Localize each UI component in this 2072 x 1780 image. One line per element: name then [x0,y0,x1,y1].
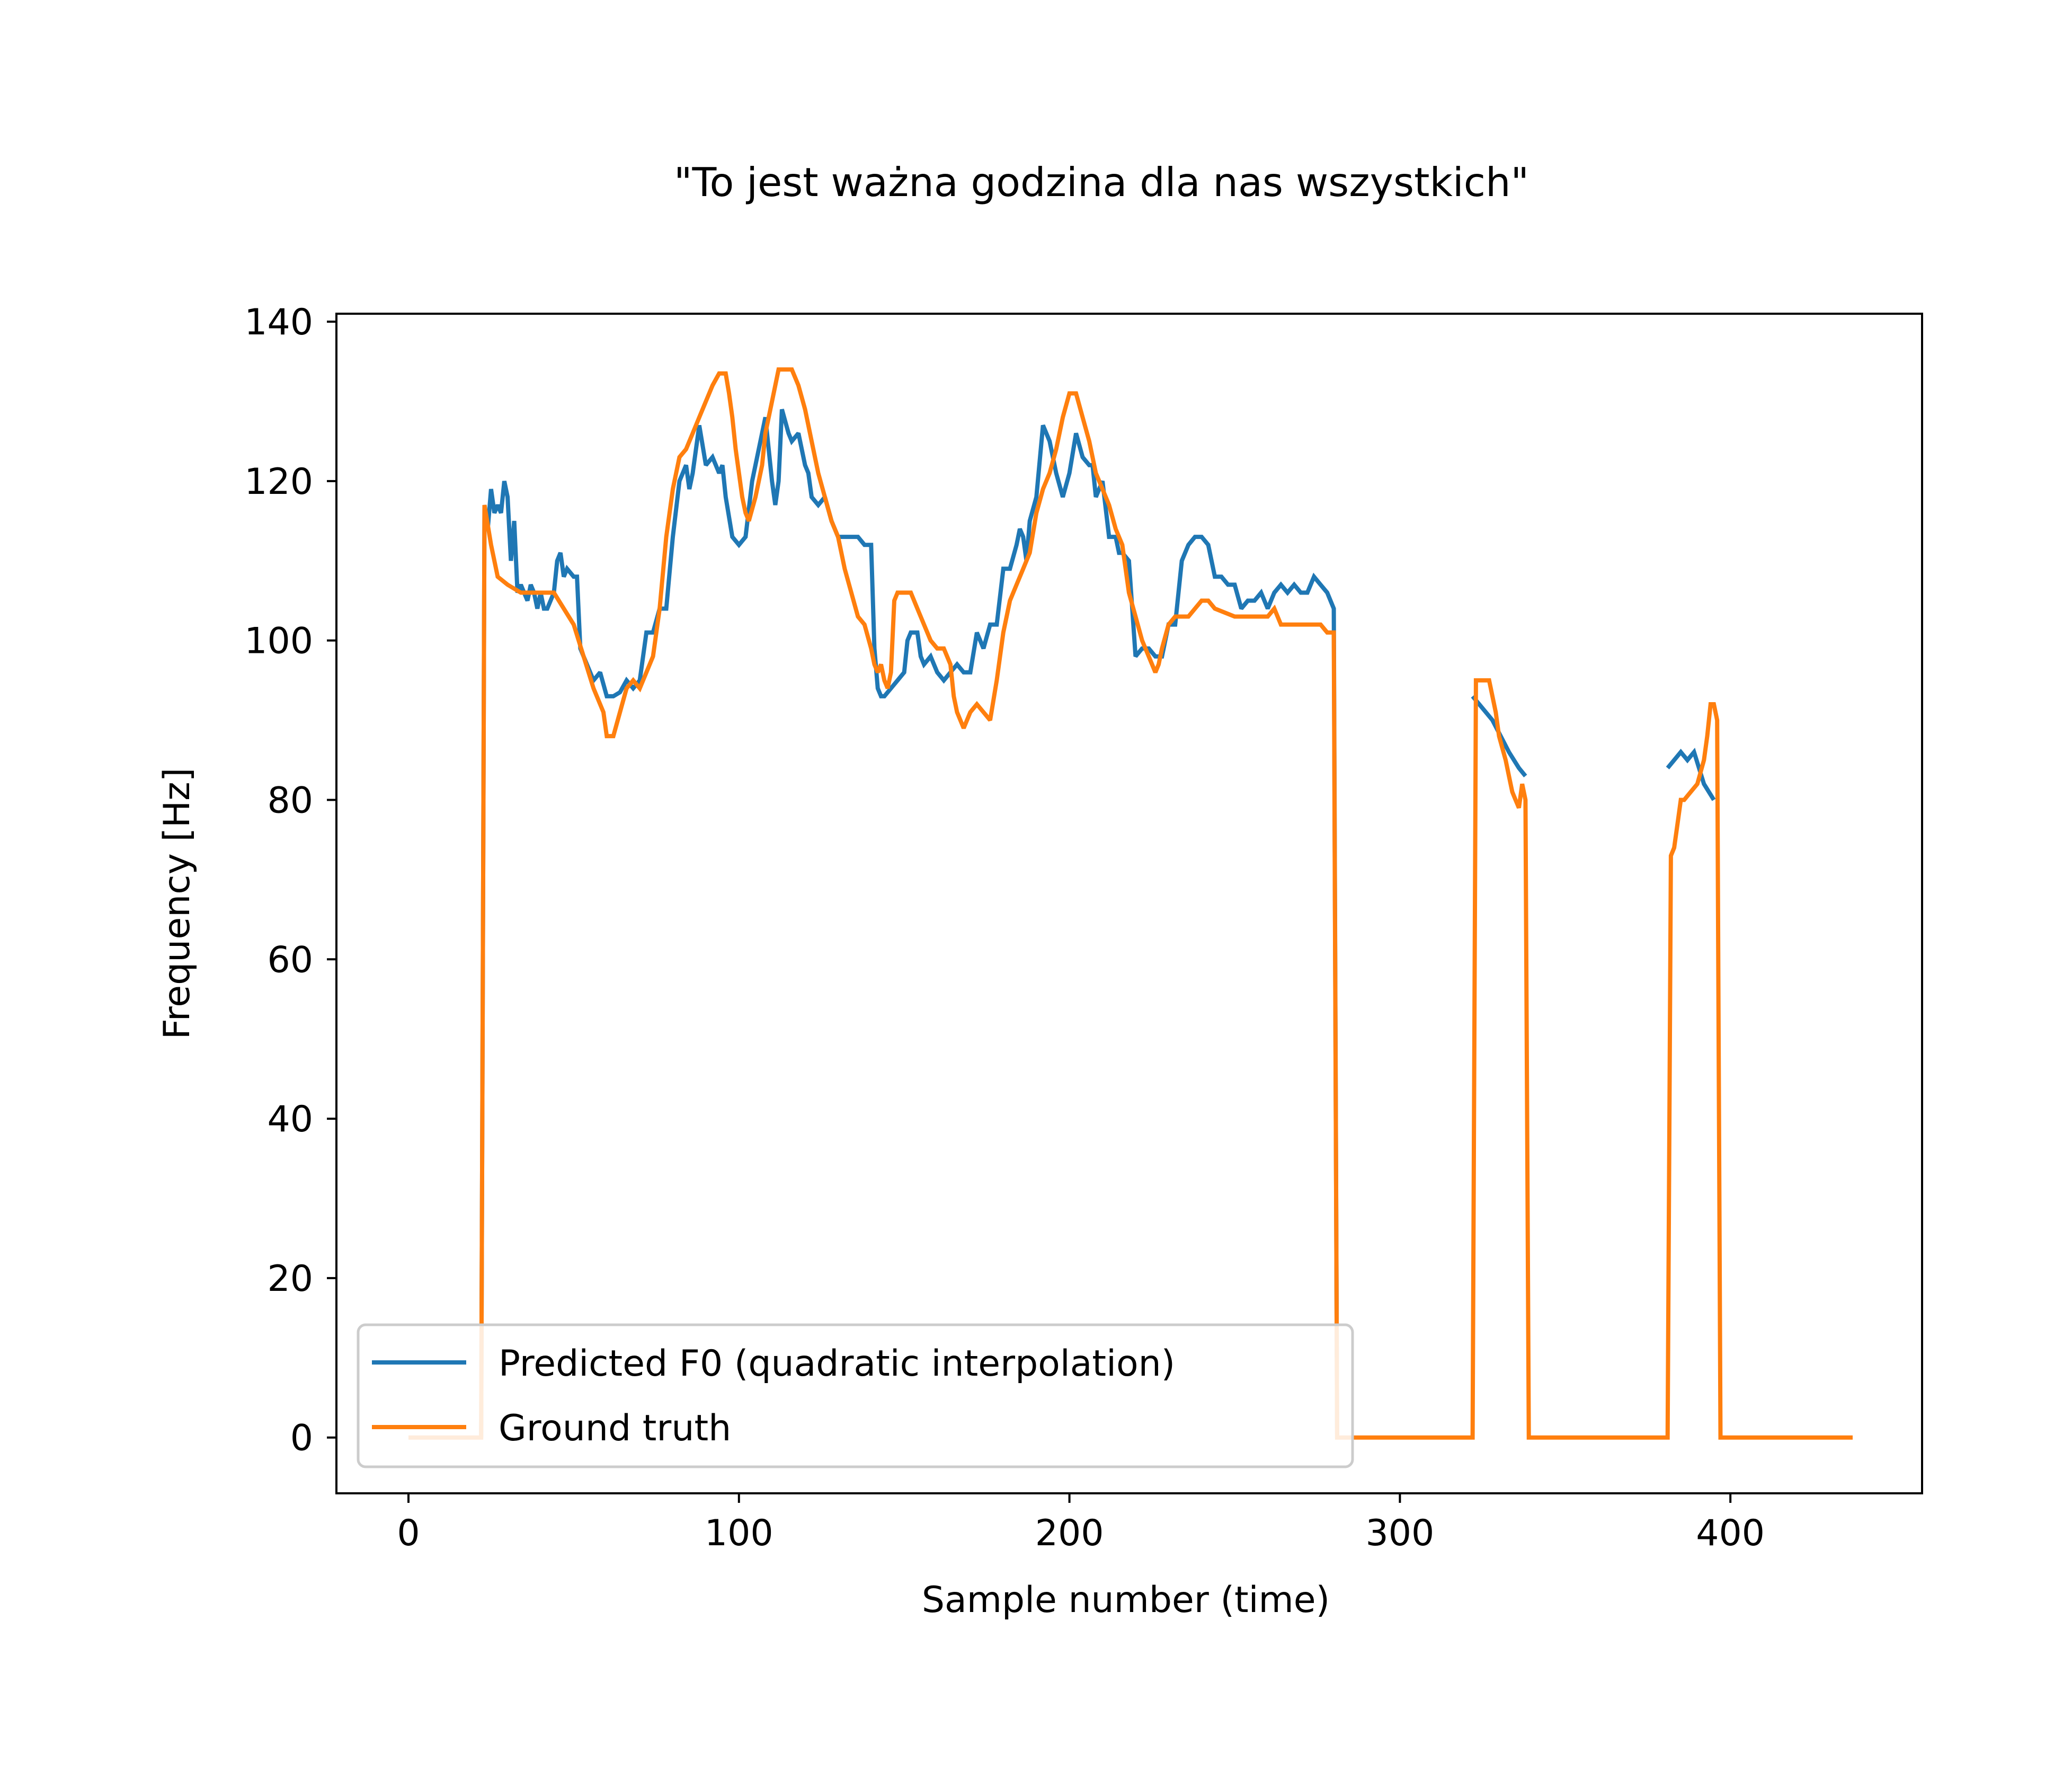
legend-label-predicted: Predicted F0 (quadratic interpolation) [499,1343,1175,1385]
axes-frame [335,313,1923,1494]
y-tick-label: 40 [267,1099,313,1140]
plot-area [408,367,1853,1440]
legend-label-ground-truth: Ground truth [499,1407,731,1449]
series-line-ground-truth [408,367,1853,1440]
y-tick-label: 100 [244,621,313,662]
x-tick-label: 300 [1365,1512,1434,1554]
x-axis-label: Sample number (time) [922,1579,1330,1621]
x-tick-label: 100 [705,1512,773,1554]
x-tick-label: 0 [397,1512,420,1554]
x-tick-label: 200 [1035,1512,1104,1554]
y-tick-label: 80 [267,780,313,821]
y-axis-label: Frequency [Hz] [156,768,198,1040]
y-tick-label: 0 [290,1418,313,1459]
chart-title: "To jest ważna godzina dla nas wszystkic… [674,159,1529,206]
series-ground-truth [408,367,1853,1440]
y-tick-label: 120 [244,461,313,503]
y-tick-label: 140 [244,302,313,343]
y-tick-label: 20 [267,1258,313,1300]
series-line-predicted-segment-2 [1666,747,1716,801]
axes: 0 100 200 300 400 0 20 40 60 80 100 120 140 [244,302,1923,1554]
series-line-predicted-segment-1 [1471,695,1527,777]
x-tick-label: 400 [1696,1512,1765,1554]
legend-frame [357,1323,1354,1468]
legend: Predicted F0 (quadratic interpolation) G… [357,1323,1354,1468]
y-tick-label: 60 [267,939,313,981]
